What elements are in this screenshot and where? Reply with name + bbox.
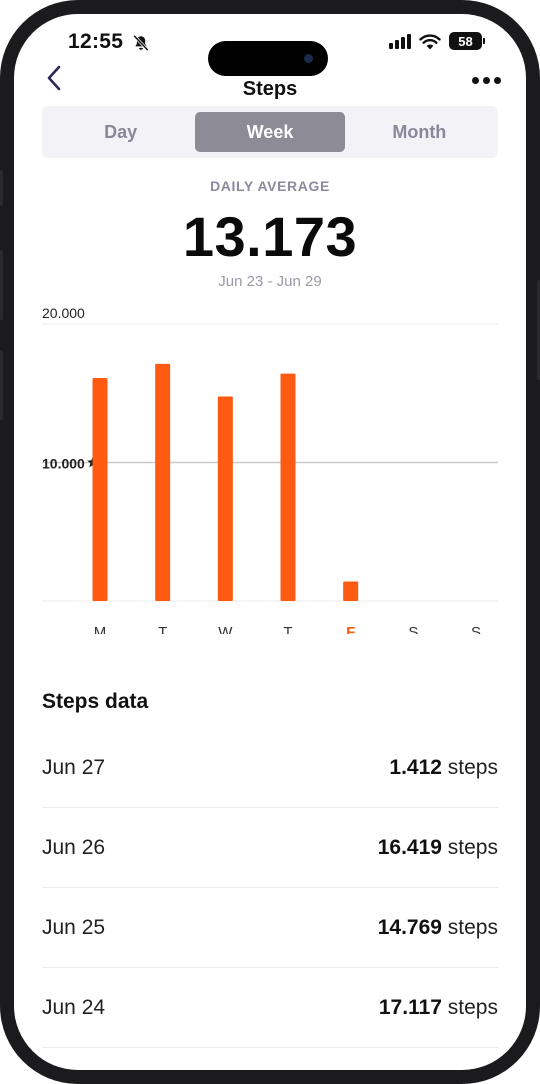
- daily-average-value: 13.173: [182, 205, 358, 268]
- chart-svg: 20.000 10.000 M T W T F S S: [42, 305, 498, 634]
- x-tick-label: T: [158, 624, 167, 634]
- row-unit: steps: [447, 835, 498, 859]
- list-item[interactable]: Jun 25 14.769 steps: [42, 888, 498, 968]
- bar: [155, 363, 171, 601]
- row-steps-count: 17.117: [378, 995, 442, 1019]
- period-segmented-control: Day Week Month: [42, 106, 498, 158]
- bar: [343, 581, 359, 601]
- volume-down-button: [0, 350, 3, 420]
- more-dot-icon: [493, 76, 501, 84]
- steps-data-title: Steps data: [42, 690, 149, 713]
- x-tick-label: S: [408, 624, 418, 634]
- y-tick-label: 10.000: [42, 456, 85, 472]
- battery-icon: 58: [449, 32, 485, 50]
- row-unit: steps: [447, 755, 498, 779]
- steps-bar-chart: 20.000 10.000 M T W T F S S: [14, 294, 526, 634]
- y-tick-label: 20.000: [42, 305, 85, 321]
- row-steps-count: 14.769: [377, 915, 442, 939]
- more-options-button[interactable]: [468, 68, 504, 92]
- signal-icon: [389, 33, 411, 49]
- back-button[interactable]: [40, 60, 68, 96]
- steps-data-list: Jun 27 1.412 steps Jun 26 16.419 steps J…: [42, 728, 498, 1048]
- daily-average-label: DAILY AVERAGE: [210, 178, 330, 194]
- tab-week[interactable]: Week: [195, 112, 345, 152]
- bar: [217, 396, 233, 601]
- status-time: 12:55: [68, 30, 124, 53]
- x-tick-label: M: [94, 624, 107, 634]
- row-value: 14.769 steps: [378, 916, 498, 940]
- row-unit: steps: [447, 915, 498, 939]
- screen: 12:55 58 Steps: [14, 14, 526, 1070]
- date-range: Jun 23 - Jun 29: [218, 273, 322, 290]
- page-title: Steps: [242, 78, 298, 100]
- tab-month[interactable]: Month: [392, 121, 447, 142]
- row-date: Jun 26: [42, 835, 106, 859]
- row-steps-count: 16.419: [377, 835, 442, 859]
- x-tick-label: F: [346, 624, 355, 634]
- bar: [92, 378, 108, 601]
- row-unit: steps: [447, 995, 498, 1019]
- row-value: 1.412 steps: [389, 756, 498, 780]
- bar: [280, 373, 296, 601]
- mute-switch: [0, 170, 3, 206]
- tab-day[interactable]: Day: [104, 121, 138, 142]
- volume-up-button: [0, 250, 3, 320]
- x-tick-label: T: [283, 624, 292, 634]
- row-steps-count: 1.412: [389, 755, 442, 779]
- camera-dot: [304, 54, 313, 63]
- chevron-left-icon: [47, 65, 61, 91]
- row-value: 17.117 steps: [379, 996, 498, 1020]
- more-dot-icon: [471, 76, 479, 84]
- row-date: Jun 25: [42, 915, 106, 939]
- wifi-icon: [419, 33, 441, 49]
- more-dot-icon: [482, 76, 490, 84]
- row-value: 16.419 steps: [378, 836, 498, 860]
- status-icons: 58: [389, 32, 485, 50]
- row-date: Jun 24: [42, 995, 106, 1019]
- list-item[interactable]: Jun 27 1.412 steps: [42, 728, 498, 808]
- x-tick-label: S: [471, 624, 481, 634]
- bell-off-icon: [133, 34, 149, 52]
- list-item[interactable]: Jun 24 17.117 steps: [42, 968, 498, 1048]
- list-item[interactable]: Jun 26 16.419 steps: [42, 808, 498, 888]
- power-button: [537, 280, 540, 380]
- row-date: Jun 27: [42, 755, 106, 779]
- x-tick-label: W: [218, 624, 233, 634]
